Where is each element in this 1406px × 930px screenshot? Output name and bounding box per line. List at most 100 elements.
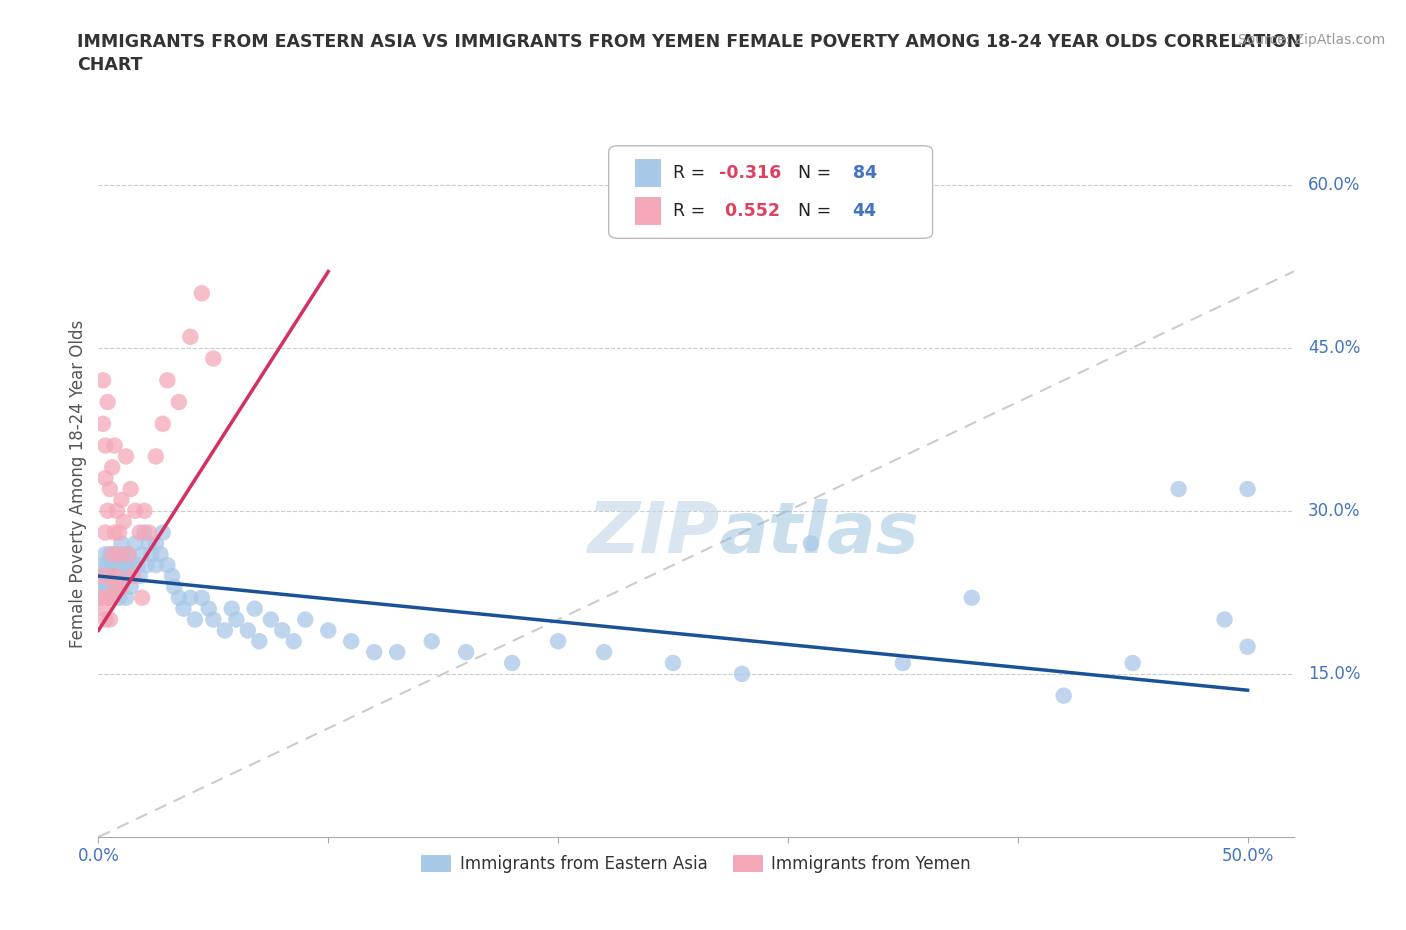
Point xyxy=(103,547,125,562)
Point xyxy=(97,394,120,409)
Point xyxy=(98,482,121,497)
Point xyxy=(128,525,150,540)
Point xyxy=(97,591,120,605)
Point xyxy=(91,591,114,605)
Text: -0.316: -0.316 xyxy=(718,165,780,182)
Point xyxy=(283,634,305,649)
Text: 0.552: 0.552 xyxy=(718,202,780,219)
Point xyxy=(191,286,214,300)
Point xyxy=(91,558,114,573)
Text: ZIP: ZIP xyxy=(588,498,720,567)
Point xyxy=(98,568,121,583)
Point xyxy=(101,579,124,594)
Point xyxy=(141,547,163,562)
Point xyxy=(117,568,139,583)
Point xyxy=(120,579,142,594)
Text: R =: R = xyxy=(673,202,711,219)
Point xyxy=(105,579,128,594)
Point xyxy=(145,449,167,464)
Point xyxy=(420,634,443,649)
Point xyxy=(90,574,112,589)
Point xyxy=(167,591,190,605)
Point xyxy=(122,568,145,583)
Point xyxy=(179,329,201,344)
Point xyxy=(90,591,112,605)
Point xyxy=(103,525,125,540)
Point xyxy=(94,612,117,627)
Point xyxy=(115,558,138,573)
Point xyxy=(800,536,823,551)
Text: Source: ZipAtlas.com: Source: ZipAtlas.com xyxy=(1237,33,1385,46)
Point xyxy=(731,667,754,682)
Point xyxy=(160,568,183,583)
Point xyxy=(1236,482,1258,497)
Point xyxy=(90,568,112,583)
Point xyxy=(156,373,179,388)
Point xyxy=(547,634,569,649)
Point xyxy=(105,558,128,573)
Point xyxy=(94,568,117,583)
Point xyxy=(243,601,266,616)
Point xyxy=(152,417,174,432)
Point xyxy=(294,612,316,627)
Point xyxy=(134,503,156,518)
Point xyxy=(202,612,225,627)
Point xyxy=(134,525,156,540)
Point xyxy=(202,352,225,366)
Text: 60.0%: 60.0% xyxy=(1308,176,1360,193)
Point xyxy=(112,514,135,529)
Point xyxy=(197,601,219,616)
Point xyxy=(260,612,283,627)
Point xyxy=(105,503,128,518)
Point xyxy=(97,503,120,518)
Point xyxy=(145,558,167,573)
Point xyxy=(101,568,124,583)
Point xyxy=(108,525,131,540)
Point xyxy=(456,644,478,659)
Point xyxy=(108,591,131,605)
Point xyxy=(98,591,121,605)
Point xyxy=(1213,612,1236,627)
Text: 45.0%: 45.0% xyxy=(1308,339,1360,357)
Point xyxy=(128,568,150,583)
Point xyxy=(138,525,160,540)
Point xyxy=(1053,688,1076,703)
Point xyxy=(221,601,243,616)
Point xyxy=(149,547,172,562)
Point xyxy=(110,558,132,573)
Point xyxy=(1167,482,1189,497)
Point xyxy=(110,493,132,508)
Text: N =: N = xyxy=(787,165,837,182)
Point xyxy=(131,547,153,562)
Point xyxy=(1122,656,1144,671)
Point xyxy=(108,568,131,583)
Point xyxy=(131,591,153,605)
Point xyxy=(225,612,247,627)
Point xyxy=(103,579,125,594)
Point xyxy=(112,568,135,583)
Text: 44: 44 xyxy=(852,202,876,219)
Point xyxy=(91,373,114,388)
Point xyxy=(115,449,138,464)
Point xyxy=(94,438,117,453)
Point xyxy=(127,558,149,573)
Point xyxy=(112,547,135,562)
Point xyxy=(110,579,132,594)
Point xyxy=(91,417,114,432)
Point xyxy=(163,579,186,594)
Point xyxy=(593,644,616,659)
Point xyxy=(236,623,259,638)
Point xyxy=(97,579,120,594)
FancyBboxPatch shape xyxy=(609,146,932,238)
Point xyxy=(101,459,124,474)
Point xyxy=(138,536,160,551)
Point xyxy=(1236,639,1258,654)
Point xyxy=(167,394,190,409)
Point xyxy=(120,482,142,497)
Point xyxy=(91,601,114,616)
Point xyxy=(122,558,145,573)
Point xyxy=(184,612,207,627)
Legend: Immigrants from Eastern Asia, Immigrants from Yemen: Immigrants from Eastern Asia, Immigrants… xyxy=(415,848,977,880)
Text: IMMIGRANTS FROM EASTERN ASIA VS IMMIGRANTS FROM YEMEN FEMALE POVERTY AMONG 18-24: IMMIGRANTS FROM EASTERN ASIA VS IMMIGRAN… xyxy=(77,33,1302,74)
Point xyxy=(98,547,121,562)
